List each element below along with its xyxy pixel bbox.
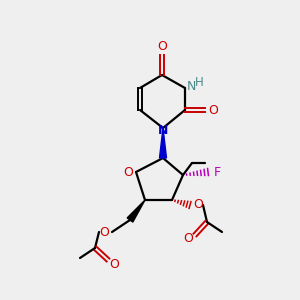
Text: N: N bbox=[158, 124, 168, 136]
Text: O: O bbox=[99, 226, 109, 238]
Text: O: O bbox=[183, 232, 193, 245]
Text: N: N bbox=[187, 80, 196, 92]
Text: O: O bbox=[109, 259, 119, 272]
Polygon shape bbox=[160, 128, 167, 158]
Text: O: O bbox=[157, 40, 167, 53]
Text: O: O bbox=[208, 103, 218, 116]
Text: F: F bbox=[213, 166, 220, 178]
Polygon shape bbox=[127, 200, 145, 222]
Text: O: O bbox=[123, 166, 133, 178]
Text: H: H bbox=[195, 76, 204, 88]
Text: O: O bbox=[193, 199, 203, 212]
